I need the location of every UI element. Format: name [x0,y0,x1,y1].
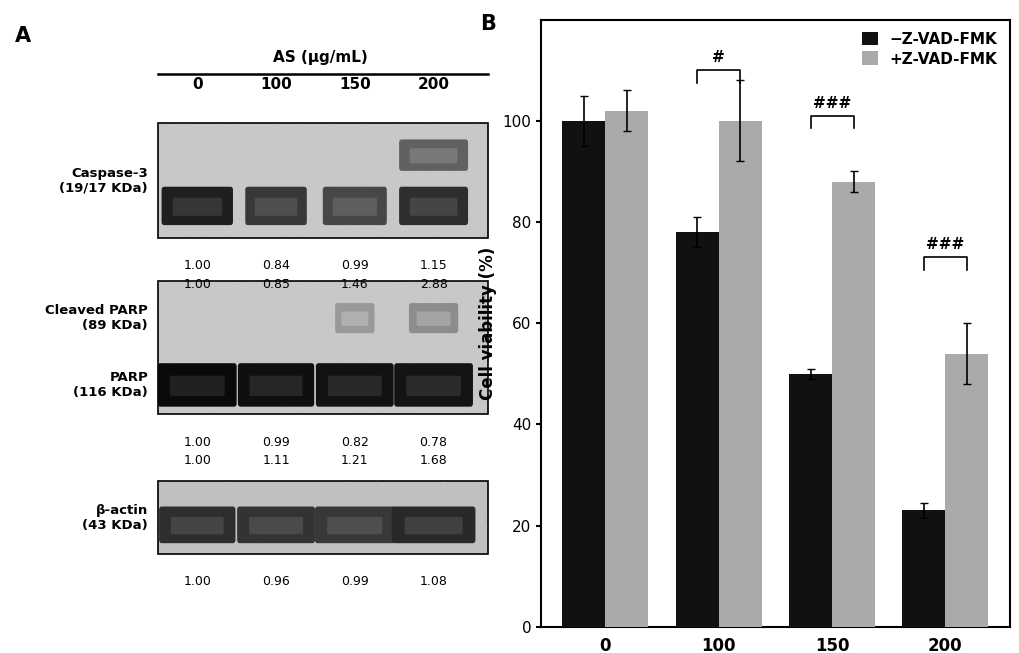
Bar [561,121,604,627]
Text: 0.99: 0.99 [340,575,368,588]
Bar [604,110,648,627]
FancyBboxPatch shape [416,311,450,326]
FancyBboxPatch shape [315,507,394,543]
Text: Caspase-3
(19/17 KDa): Caspase-3 (19/17 KDa) [59,167,148,195]
Text: 1.00: 1.00 [183,575,211,588]
Text: 1.08: 1.08 [419,575,447,588]
FancyBboxPatch shape [322,187,386,225]
FancyBboxPatch shape [170,517,223,534]
FancyBboxPatch shape [236,507,315,543]
FancyBboxPatch shape [158,363,236,407]
Text: 1.46: 1.46 [340,278,368,291]
FancyBboxPatch shape [255,198,298,215]
Text: 0.82: 0.82 [340,436,369,449]
FancyBboxPatch shape [237,363,314,407]
FancyBboxPatch shape [406,375,461,396]
FancyBboxPatch shape [172,198,222,215]
FancyBboxPatch shape [245,187,307,225]
FancyBboxPatch shape [316,363,393,407]
FancyBboxPatch shape [327,375,381,396]
Text: 100: 100 [260,77,291,92]
FancyBboxPatch shape [158,281,487,414]
FancyBboxPatch shape [159,507,235,543]
Text: Cleaved PARP
(89 KDa): Cleaved PARP (89 KDa) [45,304,148,332]
Text: 1.11: 1.11 [262,454,289,467]
FancyBboxPatch shape [393,363,473,407]
FancyBboxPatch shape [170,375,224,396]
Bar [675,232,718,627]
Text: 0.99: 0.99 [340,259,368,272]
Text: 2.88: 2.88 [419,278,447,291]
Text: 0.99: 0.99 [262,436,289,449]
Text: 0: 0 [192,77,203,92]
FancyBboxPatch shape [335,303,374,333]
Text: 1.00: 1.00 [183,436,211,449]
Bar [902,511,945,627]
FancyBboxPatch shape [249,517,303,534]
Text: 1.00: 1.00 [183,278,211,291]
FancyBboxPatch shape [161,187,232,225]
Text: AS (μg/mL): AS (μg/mL) [273,50,368,65]
Text: 0.85: 0.85 [262,278,289,291]
Bar [945,354,987,627]
Text: 1.21: 1.21 [340,454,368,467]
FancyBboxPatch shape [409,303,458,333]
Text: 0.96: 0.96 [262,575,289,588]
Y-axis label: Cell viability (%): Cell viability (%) [478,247,496,400]
Legend: −Z-VAD-FMK, +Z-VAD-FMK: −Z-VAD-FMK, +Z-VAD-FMK [857,27,1002,71]
Bar [718,121,761,627]
Bar [832,182,874,627]
FancyBboxPatch shape [410,198,457,215]
Text: 1.00: 1.00 [183,454,211,467]
FancyBboxPatch shape [158,123,487,238]
Text: ###: ### [812,96,850,110]
FancyBboxPatch shape [332,198,377,215]
Text: 150: 150 [338,77,370,92]
FancyBboxPatch shape [410,148,457,163]
Text: B: B [480,14,495,33]
Text: #: # [711,50,725,65]
FancyBboxPatch shape [327,517,382,534]
Text: 1.68: 1.68 [419,454,447,467]
Text: 1.15: 1.15 [419,259,447,272]
FancyBboxPatch shape [341,311,368,326]
FancyBboxPatch shape [391,507,475,543]
FancyBboxPatch shape [250,375,303,396]
Text: β-actin
(43 KDa): β-actin (43 KDa) [83,503,148,532]
FancyBboxPatch shape [398,187,468,225]
Text: 200: 200 [417,77,449,92]
Bar [789,374,832,627]
FancyBboxPatch shape [405,517,463,534]
Text: 0.78: 0.78 [419,436,447,449]
Text: 0.84: 0.84 [262,259,289,272]
Text: A: A [15,25,32,46]
FancyBboxPatch shape [158,481,487,554]
FancyBboxPatch shape [398,139,468,171]
Text: 1.00: 1.00 [183,259,211,272]
Text: PARP
(116 KDa): PARP (116 KDa) [73,371,148,399]
Text: ###: ### [925,238,964,252]
